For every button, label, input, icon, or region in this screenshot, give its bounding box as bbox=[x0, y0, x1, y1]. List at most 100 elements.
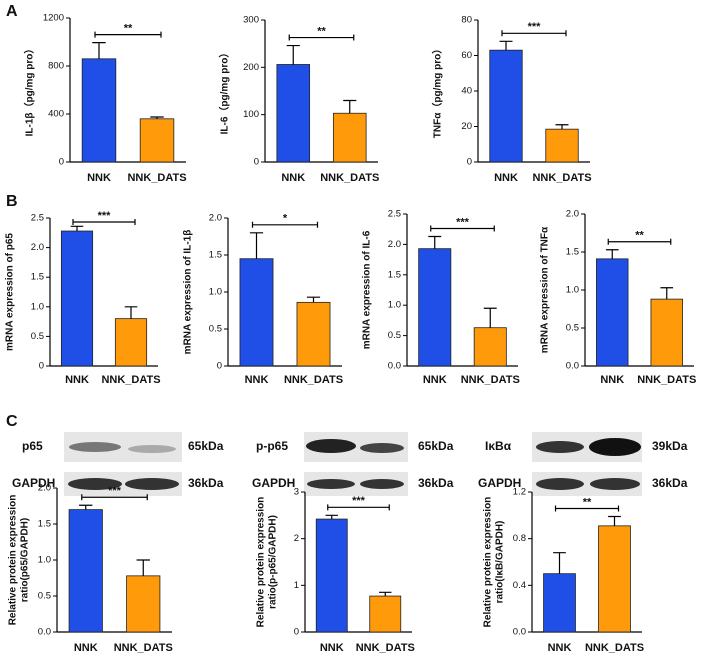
y-axis-label: IL-1β（pg/mg pro） bbox=[23, 44, 36, 137]
y-tick-label: 0 bbox=[294, 627, 299, 638]
y-tick-label: 800 bbox=[48, 61, 64, 72]
blot-size: 39kDa bbox=[652, 439, 688, 453]
blot-protein: p-p65 bbox=[256, 439, 288, 453]
x-tick-label: NNK_DATS bbox=[637, 374, 696, 386]
significance-bracket bbox=[288, 34, 355, 41]
blot-size: 65kDa bbox=[418, 439, 454, 453]
error-bar bbox=[79, 504, 93, 510]
bar bbox=[545, 128, 579, 163]
blot-protein: IκBα bbox=[485, 439, 512, 453]
y-tick-label: 0.5 bbox=[38, 591, 51, 602]
significance-label: ** bbox=[635, 230, 644, 242]
x-tick-label: NNK_DATS bbox=[532, 172, 591, 184]
y-axis-label: mRNA expression of p65 bbox=[5, 233, 16, 351]
y-tick-label: 0.5 bbox=[31, 331, 44, 342]
significance-label: *** bbox=[456, 216, 470, 228]
significance-bracket bbox=[430, 225, 495, 232]
error-bar bbox=[608, 515, 621, 526]
y-tick-label: 2.5 bbox=[388, 209, 401, 220]
x-tick-label: NNK_DATS bbox=[127, 172, 186, 184]
significance-bracket bbox=[72, 219, 136, 225]
y-tick-label: 0.5 bbox=[388, 330, 401, 341]
significance-bracket bbox=[251, 221, 319, 228]
bar bbox=[596, 258, 629, 367]
error-bar bbox=[555, 124, 569, 130]
y-axis-label: Relative protein expression bbox=[256, 497, 267, 628]
error-bar bbox=[136, 559, 150, 576]
blot-size: 65kDa bbox=[188, 439, 224, 453]
x-tick-label: NNK_DATS bbox=[461, 374, 520, 386]
y-tick-label: 80 bbox=[461, 15, 472, 26]
error-bar bbox=[379, 591, 392, 597]
y-axis-label: ratio(p-p65/GAPDH) bbox=[268, 515, 279, 609]
bar bbox=[332, 112, 367, 163]
y-axis-label: Relative protein expression bbox=[8, 495, 19, 626]
y-tick-label: 1.5 bbox=[209, 250, 222, 261]
error-bar bbox=[325, 514, 338, 520]
panel-label: C bbox=[6, 413, 18, 430]
y-tick-label: 0.0 bbox=[513, 627, 526, 638]
error-bar bbox=[150, 116, 164, 119]
bar bbox=[473, 327, 507, 367]
x-tick-label: NNK bbox=[281, 172, 305, 184]
significance-bracket bbox=[554, 505, 620, 512]
y-tick-label: 300 bbox=[243, 15, 259, 26]
error-bar bbox=[306, 296, 321, 303]
significance-bracket bbox=[81, 494, 148, 501]
y-tick-label: 1.5 bbox=[566, 247, 579, 258]
bar bbox=[81, 58, 117, 163]
significance-label: *** bbox=[352, 495, 366, 507]
bar bbox=[239, 258, 274, 367]
significance-label: *** bbox=[108, 485, 122, 497]
y-tick-label: 0.0 bbox=[566, 361, 579, 372]
x-tick-label: NNK bbox=[494, 172, 518, 184]
y-tick-label: 0.5 bbox=[566, 323, 579, 334]
significance-label: *** bbox=[98, 210, 112, 222]
y-tick-label: 1.2 bbox=[513, 487, 526, 498]
y-axis-label: TNFα（pg/mg pro） bbox=[431, 44, 444, 138]
panel-label: A bbox=[6, 3, 18, 20]
x-tick-label: NNK_DATS bbox=[114, 642, 173, 654]
y-tick-label: 0 bbox=[217, 361, 222, 372]
y-tick-label: 2.0 bbox=[31, 242, 44, 253]
bar bbox=[60, 230, 94, 367]
significance-bracket bbox=[501, 30, 567, 37]
x-tick-label: NNK_DATS bbox=[101, 374, 160, 386]
y-tick-label: 2 bbox=[294, 533, 299, 544]
y-tick-label: 1.5 bbox=[38, 519, 51, 530]
y-tick-label: 2.0 bbox=[566, 209, 579, 220]
y-tick-label: 0 bbox=[59, 157, 64, 168]
y-tick-label: 0.0 bbox=[38, 627, 51, 638]
y-tick-label: 1.0 bbox=[31, 301, 44, 312]
blot-size: 36kDa bbox=[188, 476, 224, 490]
error-bar bbox=[605, 249, 619, 259]
y-axis-label: ratio(p65/GAPDH) bbox=[20, 518, 31, 602]
y-tick-label: 1 bbox=[294, 580, 299, 591]
error-bar bbox=[286, 44, 300, 65]
y-tick-label: 0.5 bbox=[209, 324, 222, 335]
error-bar bbox=[70, 225, 84, 232]
blot-size: 36kDa bbox=[418, 476, 454, 490]
significance-label: * bbox=[283, 213, 288, 225]
x-tick-label: NNK_DATS bbox=[320, 172, 379, 184]
y-tick-label: 1.5 bbox=[31, 272, 44, 283]
panel-label: B bbox=[6, 193, 18, 210]
y-tick-label: 400 bbox=[48, 109, 64, 120]
blot-control: GAPDH bbox=[252, 476, 295, 490]
x-tick-label: NNK bbox=[65, 374, 89, 386]
x-tick-label: NNK_DATS bbox=[356, 642, 415, 654]
y-tick-label: 100 bbox=[243, 109, 259, 120]
significance-bracket bbox=[94, 31, 162, 38]
x-tick-label: NNK_DATS bbox=[585, 642, 644, 654]
error-bar bbox=[499, 40, 513, 51]
y-axis-label: IL-6（pg/mg pro） bbox=[218, 48, 231, 135]
blot-control: GAPDH bbox=[12, 476, 55, 490]
bar bbox=[315, 518, 348, 633]
error-bar bbox=[483, 307, 497, 328]
significance-label: *** bbox=[528, 21, 542, 33]
y-tick-label: 1.0 bbox=[388, 300, 401, 311]
y-tick-label: 3 bbox=[294, 487, 299, 498]
y-tick-label: 0 bbox=[467, 157, 472, 168]
y-tick-label: 0.0 bbox=[388, 361, 401, 372]
error-bar bbox=[249, 232, 264, 259]
